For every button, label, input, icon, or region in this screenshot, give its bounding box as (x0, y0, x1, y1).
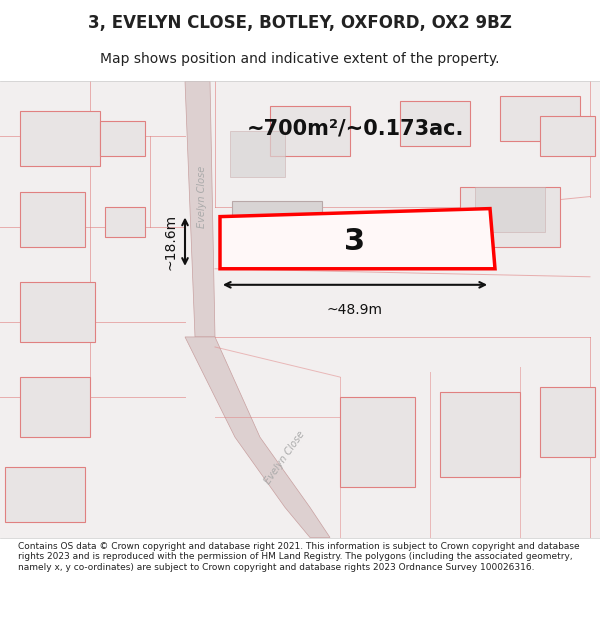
Bar (230, 131, 285, 176)
Bar (475, 186, 545, 232)
Text: 3: 3 (344, 228, 365, 256)
Bar (105, 207, 145, 237)
Bar (400, 101, 470, 146)
Bar (500, 96, 580, 141)
Bar (440, 392, 520, 478)
Polygon shape (220, 209, 495, 269)
Bar (270, 106, 350, 156)
Bar (20, 191, 85, 247)
Text: Contains OS data © Crown copyright and database right 2021. This information is : Contains OS data © Crown copyright and d… (18, 542, 580, 572)
Bar (20, 377, 90, 438)
Bar (232, 201, 322, 261)
Text: 3, EVELYN CLOSE, BOTLEY, OXFORD, OX2 9BZ: 3, EVELYN CLOSE, BOTLEY, OXFORD, OX2 9BZ (88, 14, 512, 32)
Bar (540, 387, 595, 458)
Bar (100, 121, 145, 156)
Text: ~700m²/~0.173ac.: ~700m²/~0.173ac. (247, 118, 464, 138)
Bar (460, 186, 560, 247)
Polygon shape (185, 81, 215, 337)
Polygon shape (185, 337, 330, 538)
Text: Evelyn Close: Evelyn Close (263, 429, 307, 486)
Bar (20, 111, 100, 166)
Bar (340, 397, 415, 488)
Text: Evelyn Close: Evelyn Close (197, 166, 207, 228)
Text: Map shows position and indicative extent of the property.: Map shows position and indicative extent… (100, 51, 500, 66)
Text: ~48.9m: ~48.9m (327, 303, 383, 317)
Bar (5, 468, 85, 522)
Bar (540, 116, 595, 156)
Bar (20, 282, 95, 342)
Text: ~18.6m: ~18.6m (163, 214, 177, 270)
